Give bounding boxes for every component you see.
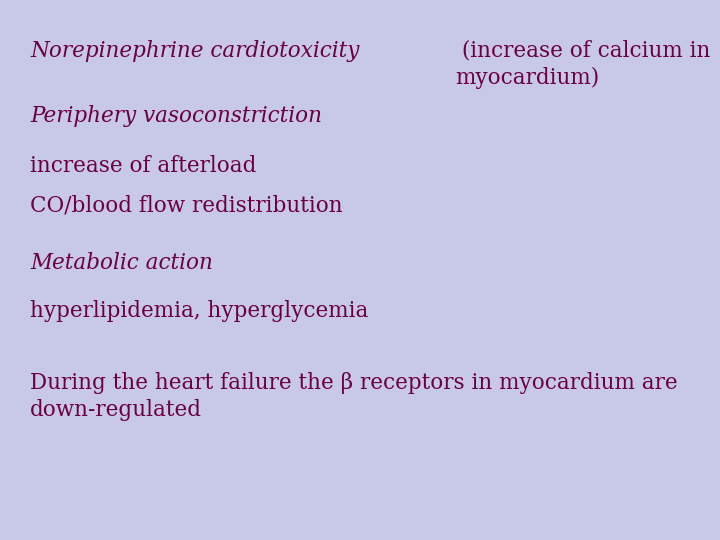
Text: increase of afterload: increase of afterload [30,155,256,177]
Text: Norepinephrine cardiotoxicity: Norepinephrine cardiotoxicity [30,40,359,62]
Text: Metabolic action: Metabolic action [30,252,213,274]
Text: During the heart failure the β receptors in myocardium are
down-regulated: During the heart failure the β receptors… [30,372,678,421]
Text: (increase of calcium in
myocardium): (increase of calcium in myocardium) [455,40,711,89]
Text: hyperlipidemia, hyperglycemia: hyperlipidemia, hyperglycemia [30,300,369,322]
Text: Periphery vasoconstriction: Periphery vasoconstriction [30,105,322,127]
Text: CO/blood flow redistribution: CO/blood flow redistribution [30,195,343,217]
